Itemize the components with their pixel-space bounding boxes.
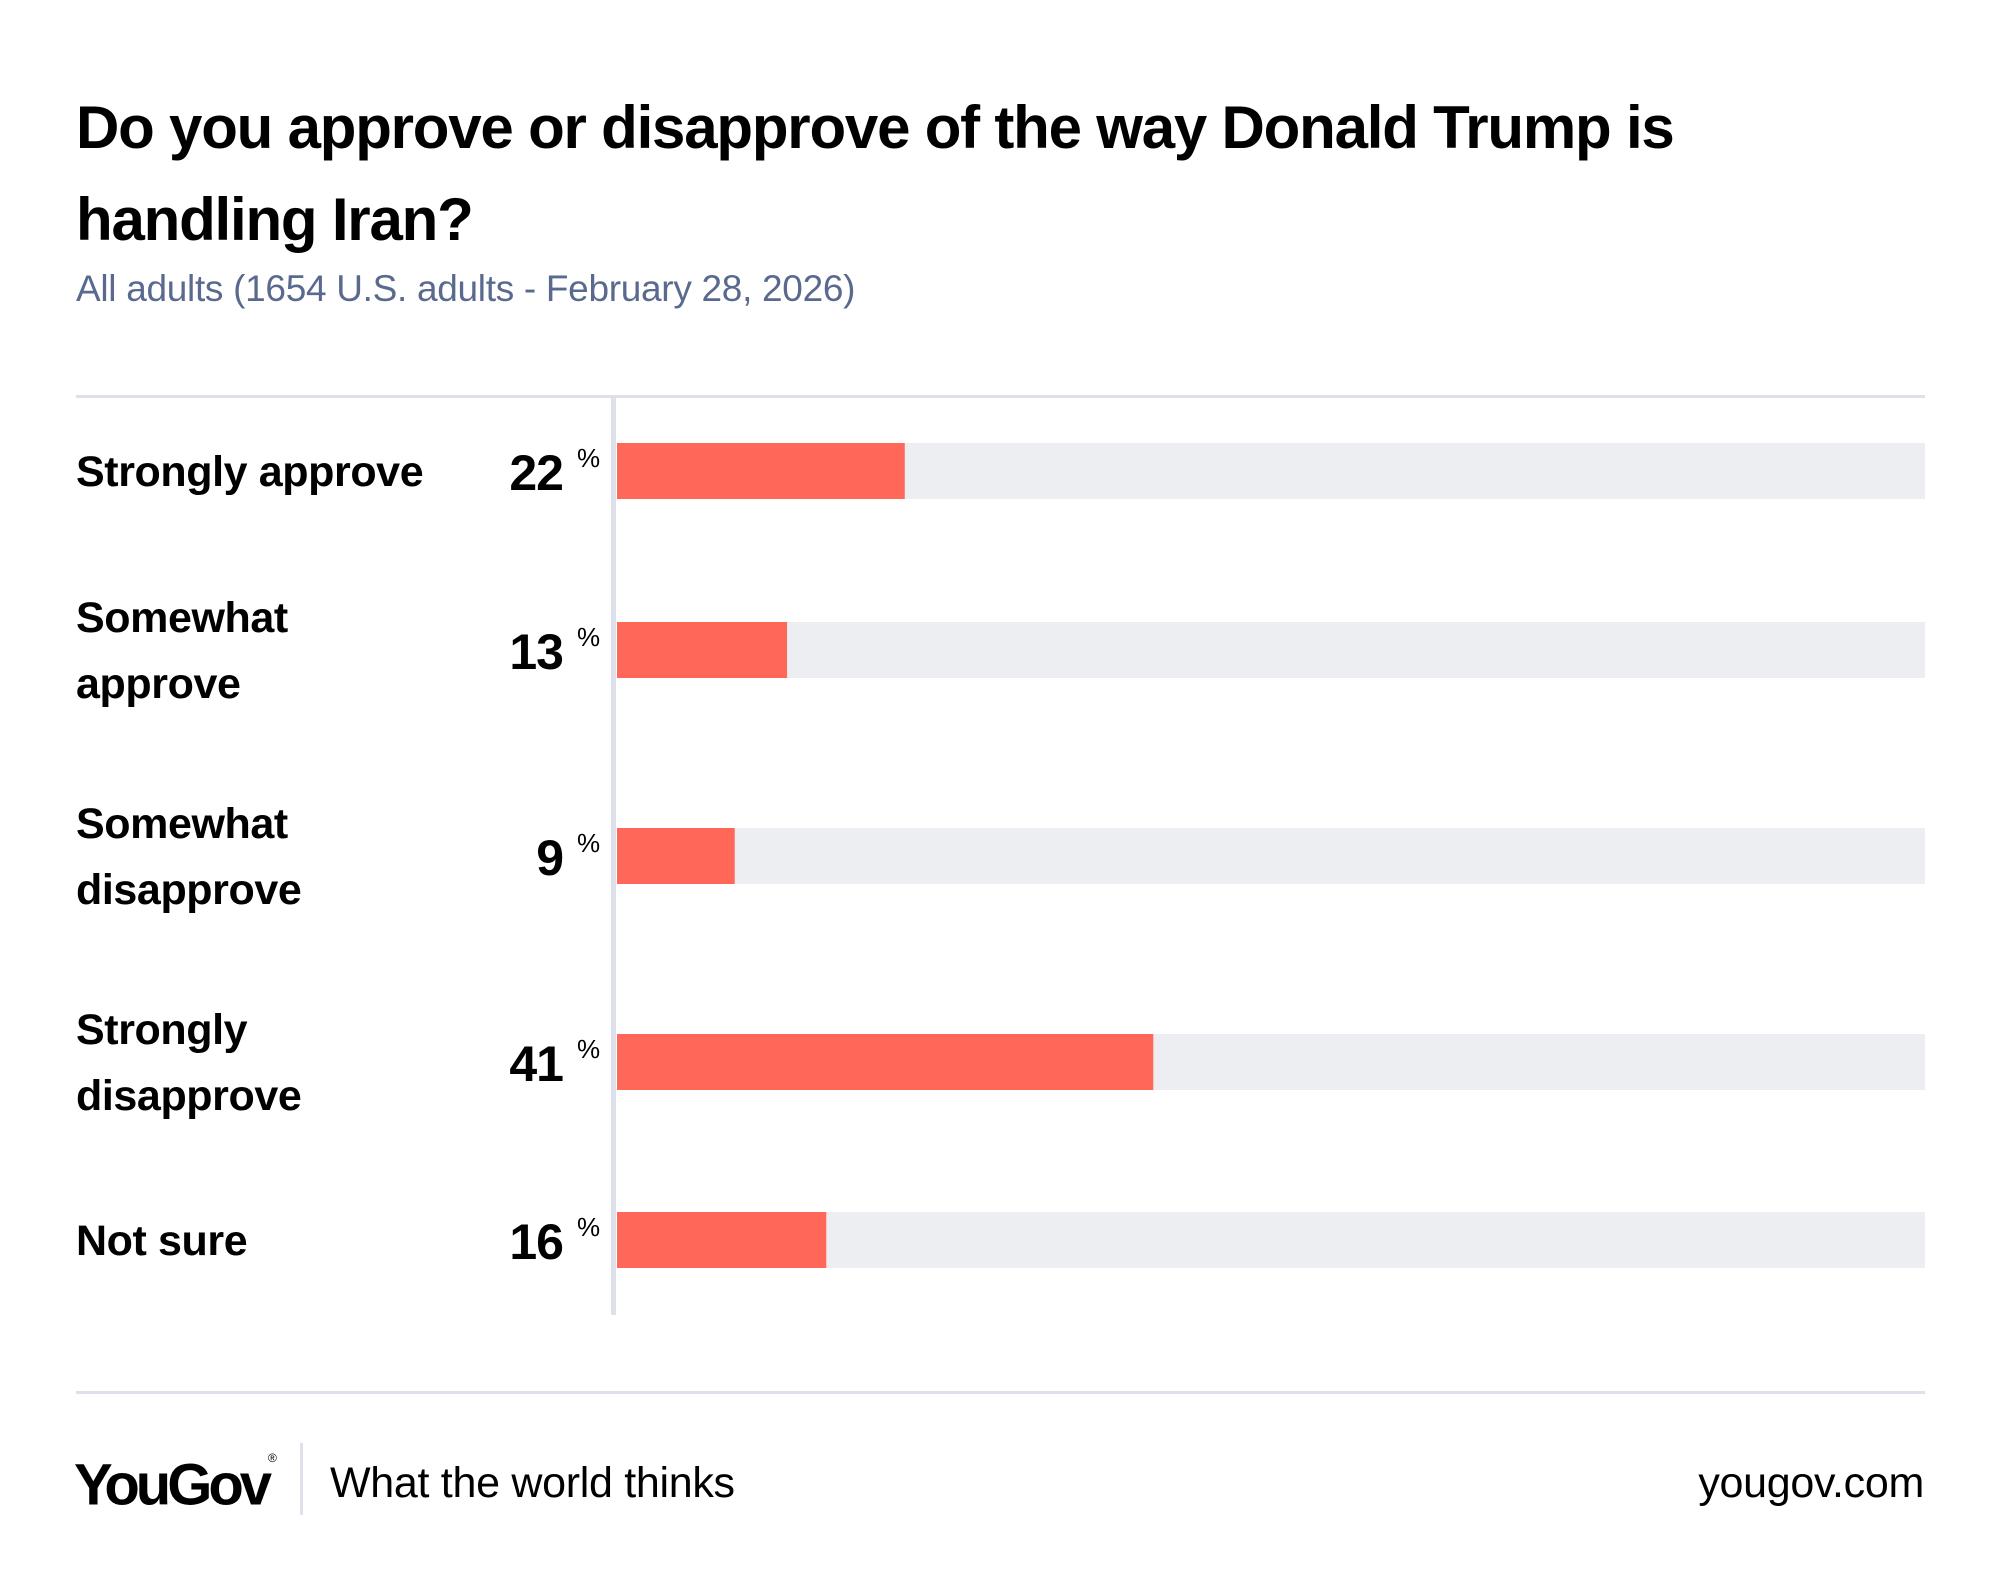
bar: [617, 1212, 827, 1268]
chart-subtitle: All adults (1654 U.S. adults - February …: [76, 268, 856, 309]
value-label: 41: [509, 1036, 563, 1092]
category-label: Somewhat: [76, 800, 288, 848]
bar: [617, 1034, 1154, 1090]
category-label: Not sure: [76, 1217, 247, 1265]
percent-sign: %: [577, 622, 600, 652]
value-label: 22: [509, 445, 563, 501]
y-axis-line: [611, 397, 616, 1315]
value-label: 9: [536, 830, 563, 886]
footer-url-link[interactable]: yougov.com: [1698, 1459, 1924, 1507]
percent-sign: %: [577, 1212, 600, 1242]
percent-sign: %: [577, 443, 600, 473]
registered-mark: ®: [268, 1451, 277, 1465]
percent-sign: %: [577, 1034, 600, 1064]
category-label: Strongly approve: [76, 448, 423, 496]
value-label: 16: [509, 1214, 563, 1270]
category-label: Somewhat: [76, 594, 288, 642]
category-label: disapprove: [76, 866, 301, 914]
bar: [617, 443, 905, 499]
value-label: 13: [509, 624, 563, 680]
yougov-logo: YouGov®: [74, 1448, 277, 1517]
top-divider: [76, 395, 1925, 398]
bar-track: [617, 622, 1925, 678]
footer-tagline: What the world thinks: [330, 1459, 735, 1507]
logo-text: YouGov: [74, 1452, 272, 1518]
category-label: disapprove: [76, 1072, 301, 1120]
category-label: Strongly: [76, 1006, 248, 1054]
bar-track: [617, 828, 1925, 884]
footer-separator: [300, 1443, 303, 1515]
bar-track: [617, 1212, 1925, 1268]
bar: [617, 828, 735, 884]
bottom-divider: [76, 1391, 1925, 1394]
bar: [617, 622, 788, 678]
percent-sign: %: [577, 828, 600, 858]
category-label: approve: [76, 660, 240, 708]
chart-title: Do you approve or disapprove of the way …: [76, 94, 1675, 253]
